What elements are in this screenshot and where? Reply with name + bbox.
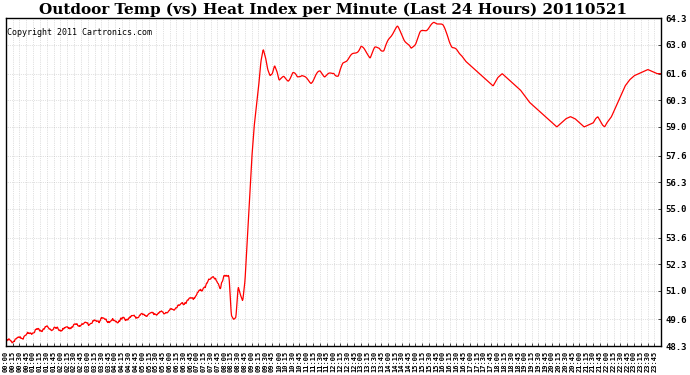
Text: Copyright 2011 Cartronics.com: Copyright 2011 Cartronics.com	[7, 28, 152, 37]
Title: Outdoor Temp (vs) Heat Index per Minute (Last 24 Hours) 20110521: Outdoor Temp (vs) Heat Index per Minute …	[39, 3, 627, 17]
